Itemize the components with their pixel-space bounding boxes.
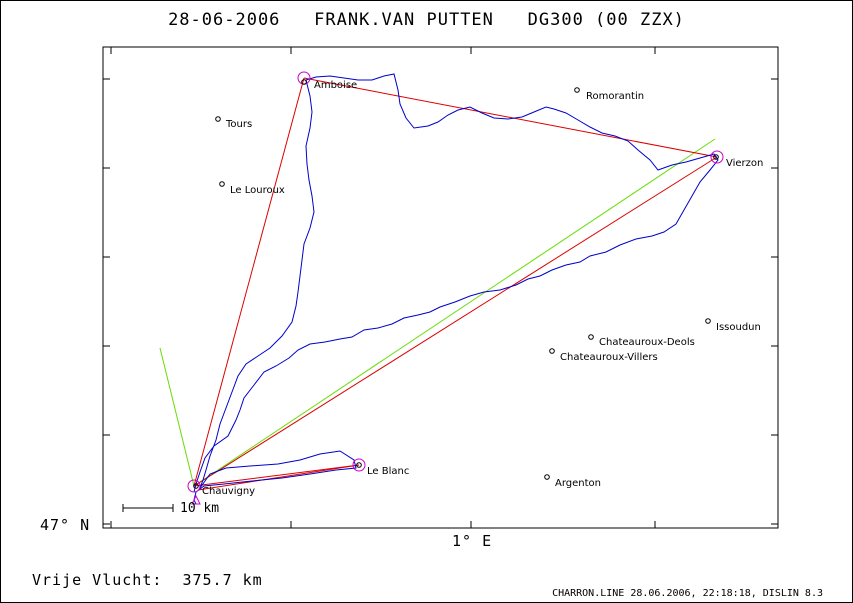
town-label-issoudun: Issoudun: [716, 322, 761, 333]
longitude-axis-label: 1° E: [452, 532, 493, 550]
town-marker-argenton: [544, 474, 550, 480]
free-flight-distance: Vrije Vlucht: 375.7 km: [32, 571, 263, 589]
turnpoint-circle-vierzon: [710, 150, 724, 164]
town-amboise: Amboise: [297, 71, 357, 91]
task-leg-leblanc-chauvigny: [197, 464, 360, 491]
town-argenton: Argenton: [544, 474, 601, 489]
gps-track: [193, 73, 719, 505]
distance-value: 375.7 km: [182, 571, 263, 589]
town-chateauroux-villers: Chateauroux-Villers: [549, 348, 658, 363]
town-label-chateauroux-villers: Chateauroux-Villers: [560, 352, 658, 363]
town-chauvigny: Chauvigny: [187, 479, 255, 497]
flight-date: 28-06-2006: [168, 10, 281, 30]
scale-bar: [122, 504, 174, 512]
town-label-romorantin: Romorantin: [586, 91, 644, 102]
town-label-le-louroux: Le Louroux: [230, 185, 285, 196]
town-vierzon: Vierzon: [710, 150, 763, 169]
town-romorantin: Romorantin: [574, 87, 644, 102]
task-leg-chauvigny-amboise: [193, 77, 305, 487]
town-label-chauvigny: Chauvigny: [202, 486, 255, 497]
town-issoudun: Issoudun: [705, 318, 761, 333]
reference-line-diagonal: [193, 138, 716, 487]
turnpoint-circle-chauvigny: [187, 479, 201, 493]
task-leg-vierzon-chauvigny: [193, 156, 718, 487]
footer-info: CHARRON.LINE 28.06.2006, 22:18:18, DISLI…: [552, 588, 823, 599]
town-le-louroux: Le Louroux: [219, 181, 285, 196]
town-marker-amboise: [301, 79, 307, 85]
town-marker-tours: [215, 116, 221, 122]
town-label-le-blanc: Le Blanc: [367, 466, 409, 477]
reference-line-west: [159, 347, 195, 487]
town-marker-le-louroux: [219, 181, 225, 187]
town-tours: Tours: [215, 116, 252, 130]
town-label-amboise: Amboise: [314, 80, 357, 91]
plot-frame: [102, 46, 779, 529]
town-marker-chateauroux-deols: [588, 334, 594, 340]
axis-ticks: [103, 47, 778, 528]
task-leg-chauvigny-leblanc: [193, 464, 360, 487]
town-label-vierzon: Vierzon: [726, 158, 763, 169]
town-marker-chateauroux-villers: [549, 348, 555, 354]
town-marker-chauvigny: [193, 483, 199, 489]
town-chateauroux-deols: Chateauroux-Deols: [588, 334, 695, 348]
turnpoint-circle-le-blanc: [352, 458, 366, 472]
start-marker: [191, 494, 201, 505]
reference-lines: [159, 138, 716, 487]
town-label-tours: Tours: [225, 119, 252, 130]
distance-label: Vrije Vlucht:: [32, 571, 163, 589]
map-title: 28-06-2006 FRANK.VAN PUTTEN DG300 (00 ZZ…: [0, 10, 853, 30]
town-marker-romorantin: [574, 87, 580, 93]
town-label-chateauroux-deols: Chateauroux-Deols: [599, 337, 695, 348]
task-lines: [193, 77, 718, 491]
town-le-blanc: Le Blanc: [352, 458, 409, 477]
town-marker-le-blanc: [356, 462, 362, 468]
latitude-axis-label: 47° N: [40, 516, 91, 534]
town-label-argenton: Argenton: [555, 478, 601, 489]
town-marker-issoudun: [705, 318, 711, 324]
pilot-name: FRANK.VAN PUTTEN: [314, 10, 494, 30]
glider-id: DG300 (00 ZZX): [527, 10, 685, 30]
town-marker-vierzon: [713, 154, 719, 160]
task-leg-amboise-vierzon: [303, 77, 718, 158]
scale-bar-label: 10 km: [180, 501, 220, 516]
